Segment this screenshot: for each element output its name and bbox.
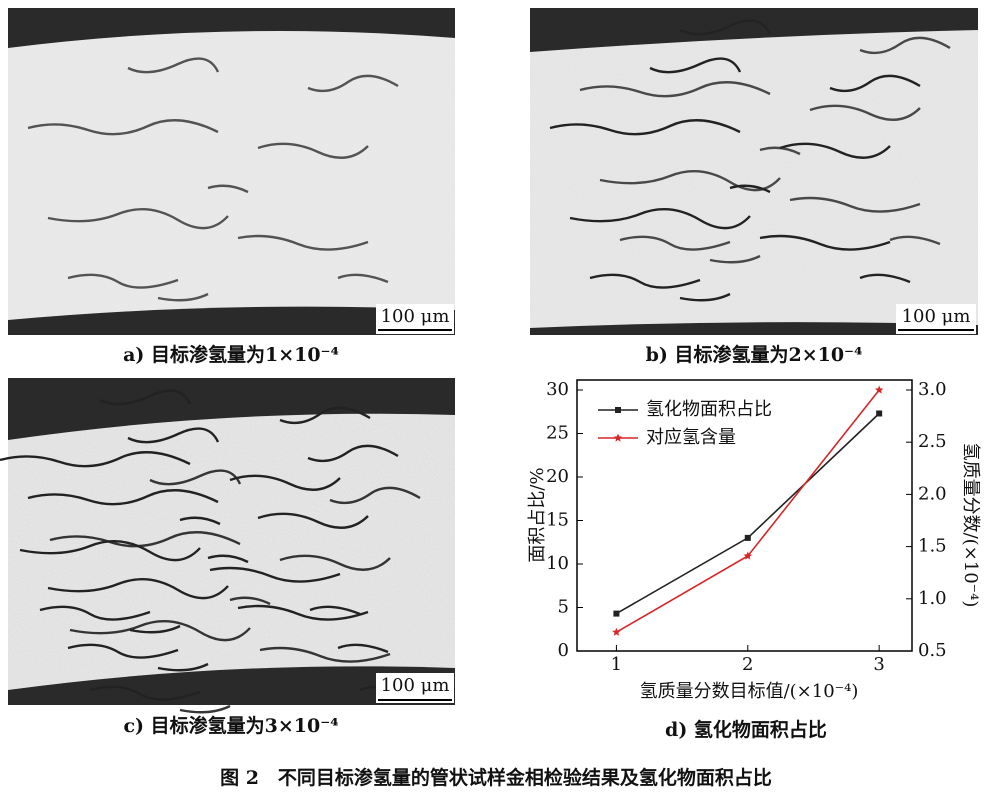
data-point — [876, 410, 883, 417]
x-axis-label: 氢质量分数目标值/(×10⁻⁴) — [640, 681, 859, 702]
y-tick-label: 30 — [546, 379, 569, 400]
y-tick-label: 15 — [546, 510, 569, 531]
y-tick-label: 10 — [546, 553, 569, 574]
y2-tick-label: 2.0 — [918, 483, 947, 504]
y2-tick-label: 1.0 — [918, 588, 947, 609]
legend-marker — [615, 407, 621, 413]
panel-caption: a) 目标渗氢量为1×10⁻⁴ — [123, 343, 339, 366]
y-tick-label: 25 — [546, 423, 569, 444]
legend-label: 对应氢含量 — [646, 427, 736, 448]
x-tick-label: 3 — [873, 654, 884, 675]
y-tick-label: 20 — [546, 466, 569, 487]
y2-tick-label: 3.0 — [918, 379, 947, 400]
figure-caption: 图 2 不同目标渗氢量的管状试样金相检验结果及氢化物面积占比 — [220, 766, 772, 789]
panel-caption: b) 目标渗氢量为2×10⁻⁴ — [646, 343, 863, 366]
y2-tick-label: 1.5 — [918, 536, 947, 557]
plot-frame — [576, 379, 913, 652]
data-point — [744, 534, 751, 541]
y2-tick-label: 2.5 — [918, 431, 947, 452]
y-tick-label: 0 — [558, 640, 569, 661]
scale-bar-label: 100 μm — [381, 675, 450, 696]
micrograph-a — [8, 8, 455, 335]
micrograph-c — [0, 378, 455, 714]
panel-caption: d) 氢化物面积占比 — [665, 718, 827, 741]
y2-tick-label: 0.5 — [918, 640, 947, 661]
data-point — [743, 551, 753, 560]
y-tick-label: 5 — [558, 597, 569, 618]
x-tick-label: 2 — [742, 654, 753, 675]
legend-marker — [613, 433, 623, 442]
x-tick-label: 1 — [611, 654, 622, 675]
data-point — [612, 627, 621, 636]
panel-caption: c) 目标渗氢量为3×10⁻⁴ — [123, 714, 338, 737]
y-axis-label: 面积占比/% — [527, 467, 548, 562]
y2-axis-label: 氢质量分数/(×10⁻⁴) — [960, 443, 981, 608]
data-point — [874, 385, 884, 394]
legend-label: 氢化物面积占比 — [646, 399, 772, 420]
data-point — [613, 610, 620, 617]
scale-bar-label: 100 μm — [381, 306, 450, 327]
micrograph-b — [530, 8, 978, 335]
scale-bar-label: 100 μm — [902, 306, 971, 327]
